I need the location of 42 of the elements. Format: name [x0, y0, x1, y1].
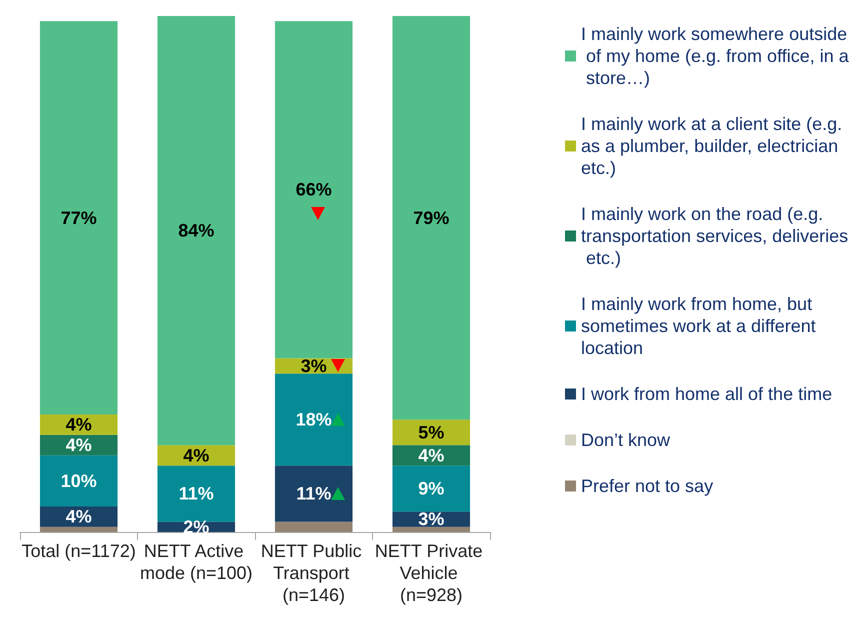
- data-label: 4%: [66, 414, 92, 435]
- bar: [392, 466, 470, 512]
- x-tick-label: NETT Active mode (n=100): [140, 541, 253, 583]
- x-tick-label: Total (n=1172): [22, 541, 136, 561]
- data-label: 3%: [300, 356, 327, 376]
- legend-label: Don’t know: [581, 430, 672, 450]
- data-label: 10%: [60, 470, 97, 491]
- legend-label: I mainly work on the road (e.g. transportation services, deliveries etc.): [581, 204, 848, 268]
- data-label: 2%: [183, 516, 210, 537]
- data-label: 84%: [178, 220, 214, 241]
- bar: [392, 526, 470, 532]
- bar: [392, 16, 470, 420]
- data-label: 4%: [66, 506, 92, 527]
- bar: [274, 374, 353, 466]
- data-label: 3%: [418, 509, 444, 530]
- x-tick-label: NETT Private Vehicle (n=928): [374, 541, 488, 605]
- bar: [157, 16, 236, 446]
- bar: [40, 21, 118, 414]
- data-label: 4%: [66, 435, 92, 456]
- bar: [40, 455, 118, 506]
- legend-label: I mainly work from home, but sometimes work at a different location: [581, 294, 821, 358]
- data-label: 11%: [296, 484, 332, 504]
- bar: [274, 522, 353, 532]
- bar: [392, 420, 470, 446]
- bar: [157, 466, 236, 522]
- data-label: 18%: [296, 410, 332, 430]
- data-label: 77%: [60, 208, 97, 228]
- data-label: 9%: [418, 478, 444, 499]
- bar: [40, 526, 118, 532]
- legend-label: Prefer not to say: [581, 476, 714, 496]
- data-label: 79%: [413, 208, 450, 228]
- data-label: 4%: [183, 445, 210, 466]
- data-label: 4%: [418, 445, 444, 466]
- legend-label: I mainly work at a client site (e.g. as a plumber, builder, electrician etc.): [581, 114, 848, 178]
- data-label: 5%: [418, 422, 444, 442]
- bar: [274, 21, 353, 358]
- legend-label: I mainly work somewhere outside of my home (e.g. from office, in a store…): [581, 24, 850, 88]
- legend-label: I work from home all of the time: [581, 384, 832, 404]
- x-tick-label: NETT Public Transport (n=146): [260, 541, 367, 605]
- data-label: 11%: [178, 484, 214, 504]
- data-label: 66%: [296, 180, 332, 200]
- bar: [274, 466, 353, 522]
